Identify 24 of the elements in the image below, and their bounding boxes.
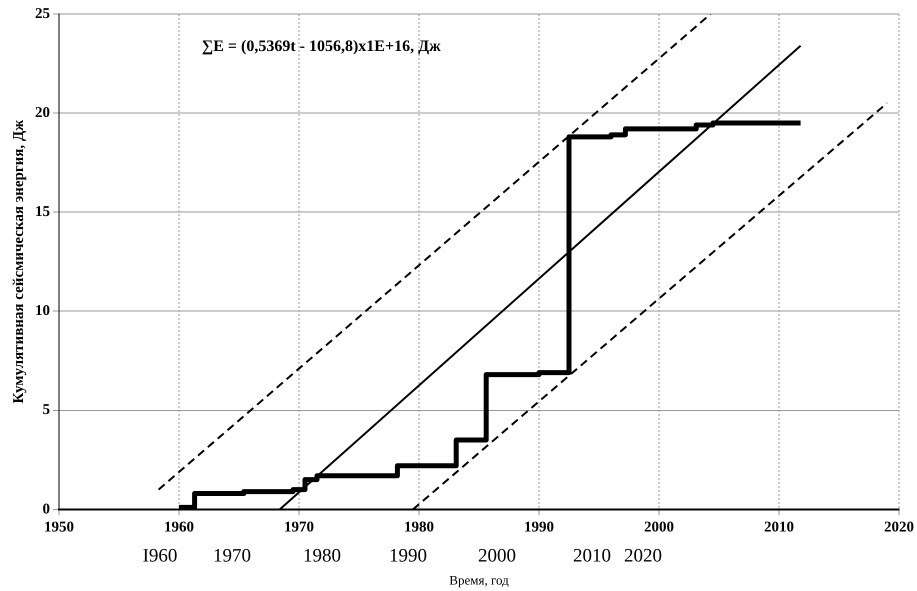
y-tick-label: 20 bbox=[35, 104, 50, 121]
text: I960 bbox=[142, 545, 178, 566]
x-tick-label: 1950 bbox=[44, 519, 74, 536]
y-tick-label: 15 bbox=[35, 204, 50, 220]
y-tick-label: 0 bbox=[42, 501, 50, 518]
text: 2000 bbox=[478, 545, 516, 566]
x-tick-label: 1980 bbox=[404, 519, 434, 536]
x-tick-label: 1960 bbox=[164, 519, 194, 536]
annotation: ∑E = (0,5369t - 1056,8)x1E+16, Дж bbox=[202, 38, 442, 56]
y-tick-label: 25 bbox=[35, 6, 50, 22]
y-tick-label: 5 bbox=[42, 402, 50, 418]
text: 1980 bbox=[303, 545, 341, 566]
x-axis-title: Время, год bbox=[449, 572, 510, 588]
text: 1990 bbox=[389, 545, 427, 566]
text: 1970 bbox=[213, 545, 251, 566]
text: 2020 bbox=[624, 545, 662, 566]
y-tick-label: 10 bbox=[35, 303, 50, 320]
x-tick-label: 2010 bbox=[764, 519, 794, 536]
x-tick-label: 1990 bbox=[524, 519, 554, 536]
x-tick-label: 1970 bbox=[284, 519, 314, 536]
text: 2010 bbox=[573, 545, 611, 566]
y-axis-title: Кумулятивная сейсмическая энергия, Дж bbox=[10, 120, 27, 404]
x-tick-label: 2000 bbox=[644, 519, 674, 536]
x-tick-label: 2020 bbox=[884, 519, 914, 536]
